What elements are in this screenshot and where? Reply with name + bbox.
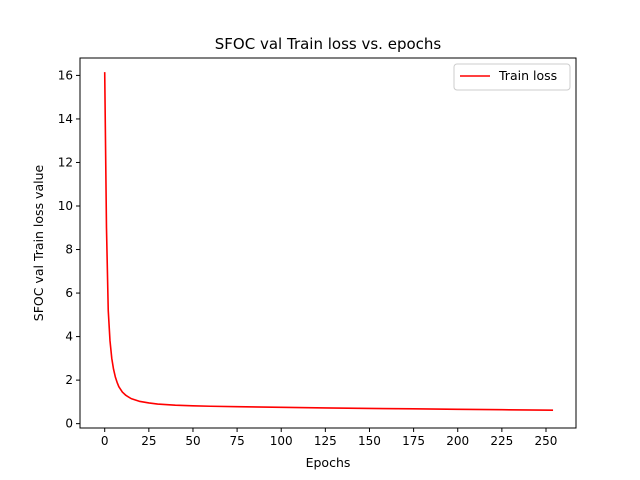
x-tick-label: 100 <box>270 434 293 448</box>
y-tick-label: 10 <box>58 199 73 213</box>
y-tick-label: 12 <box>58 155 73 169</box>
legend: Train loss <box>453 63 571 91</box>
y-tick-label: 4 <box>65 330 73 344</box>
plot-area <box>79 57 577 429</box>
x-tick-label: 225 <box>490 434 513 448</box>
x-tick-label: 125 <box>314 434 337 448</box>
legend-entry-train-loss: Train loss <box>498 68 557 83</box>
y-tick-label: 6 <box>65 286 73 300</box>
legend-box <box>453 63 571 91</box>
y-axis-label: SFOC val Train loss value <box>31 164 46 321</box>
x-tick-label: 50 <box>185 434 200 448</box>
y-tick-label: 14 <box>58 112 73 126</box>
y-axis: 0 2 4 6 8 10 12 14 16 <box>58 68 80 431</box>
x-axis-label: Epochs <box>306 455 351 470</box>
x-axis: 0 25 50 75 100 125 150 175 200 225 250 <box>101 428 558 448</box>
y-tick-label: 0 <box>65 417 73 431</box>
x-tick-label: 250 <box>535 434 558 448</box>
series-layer <box>103 72 554 411</box>
x-tick-label: 150 <box>358 434 381 448</box>
y-tick-label: 2 <box>65 373 73 387</box>
x-tick-label: 25 <box>141 434 156 448</box>
y-tick-label: 8 <box>65 243 73 257</box>
chart-title: SFOC val Train loss vs. epochs <box>215 35 442 53</box>
x-tick-label: 75 <box>229 434 244 448</box>
x-tick-label: 175 <box>402 434 425 448</box>
series-line-train-loss <box>103 72 554 411</box>
y-tick-label: 16 <box>58 68 73 82</box>
x-tick-label: 200 <box>446 434 469 448</box>
x-tick-label: 0 <box>101 434 109 448</box>
